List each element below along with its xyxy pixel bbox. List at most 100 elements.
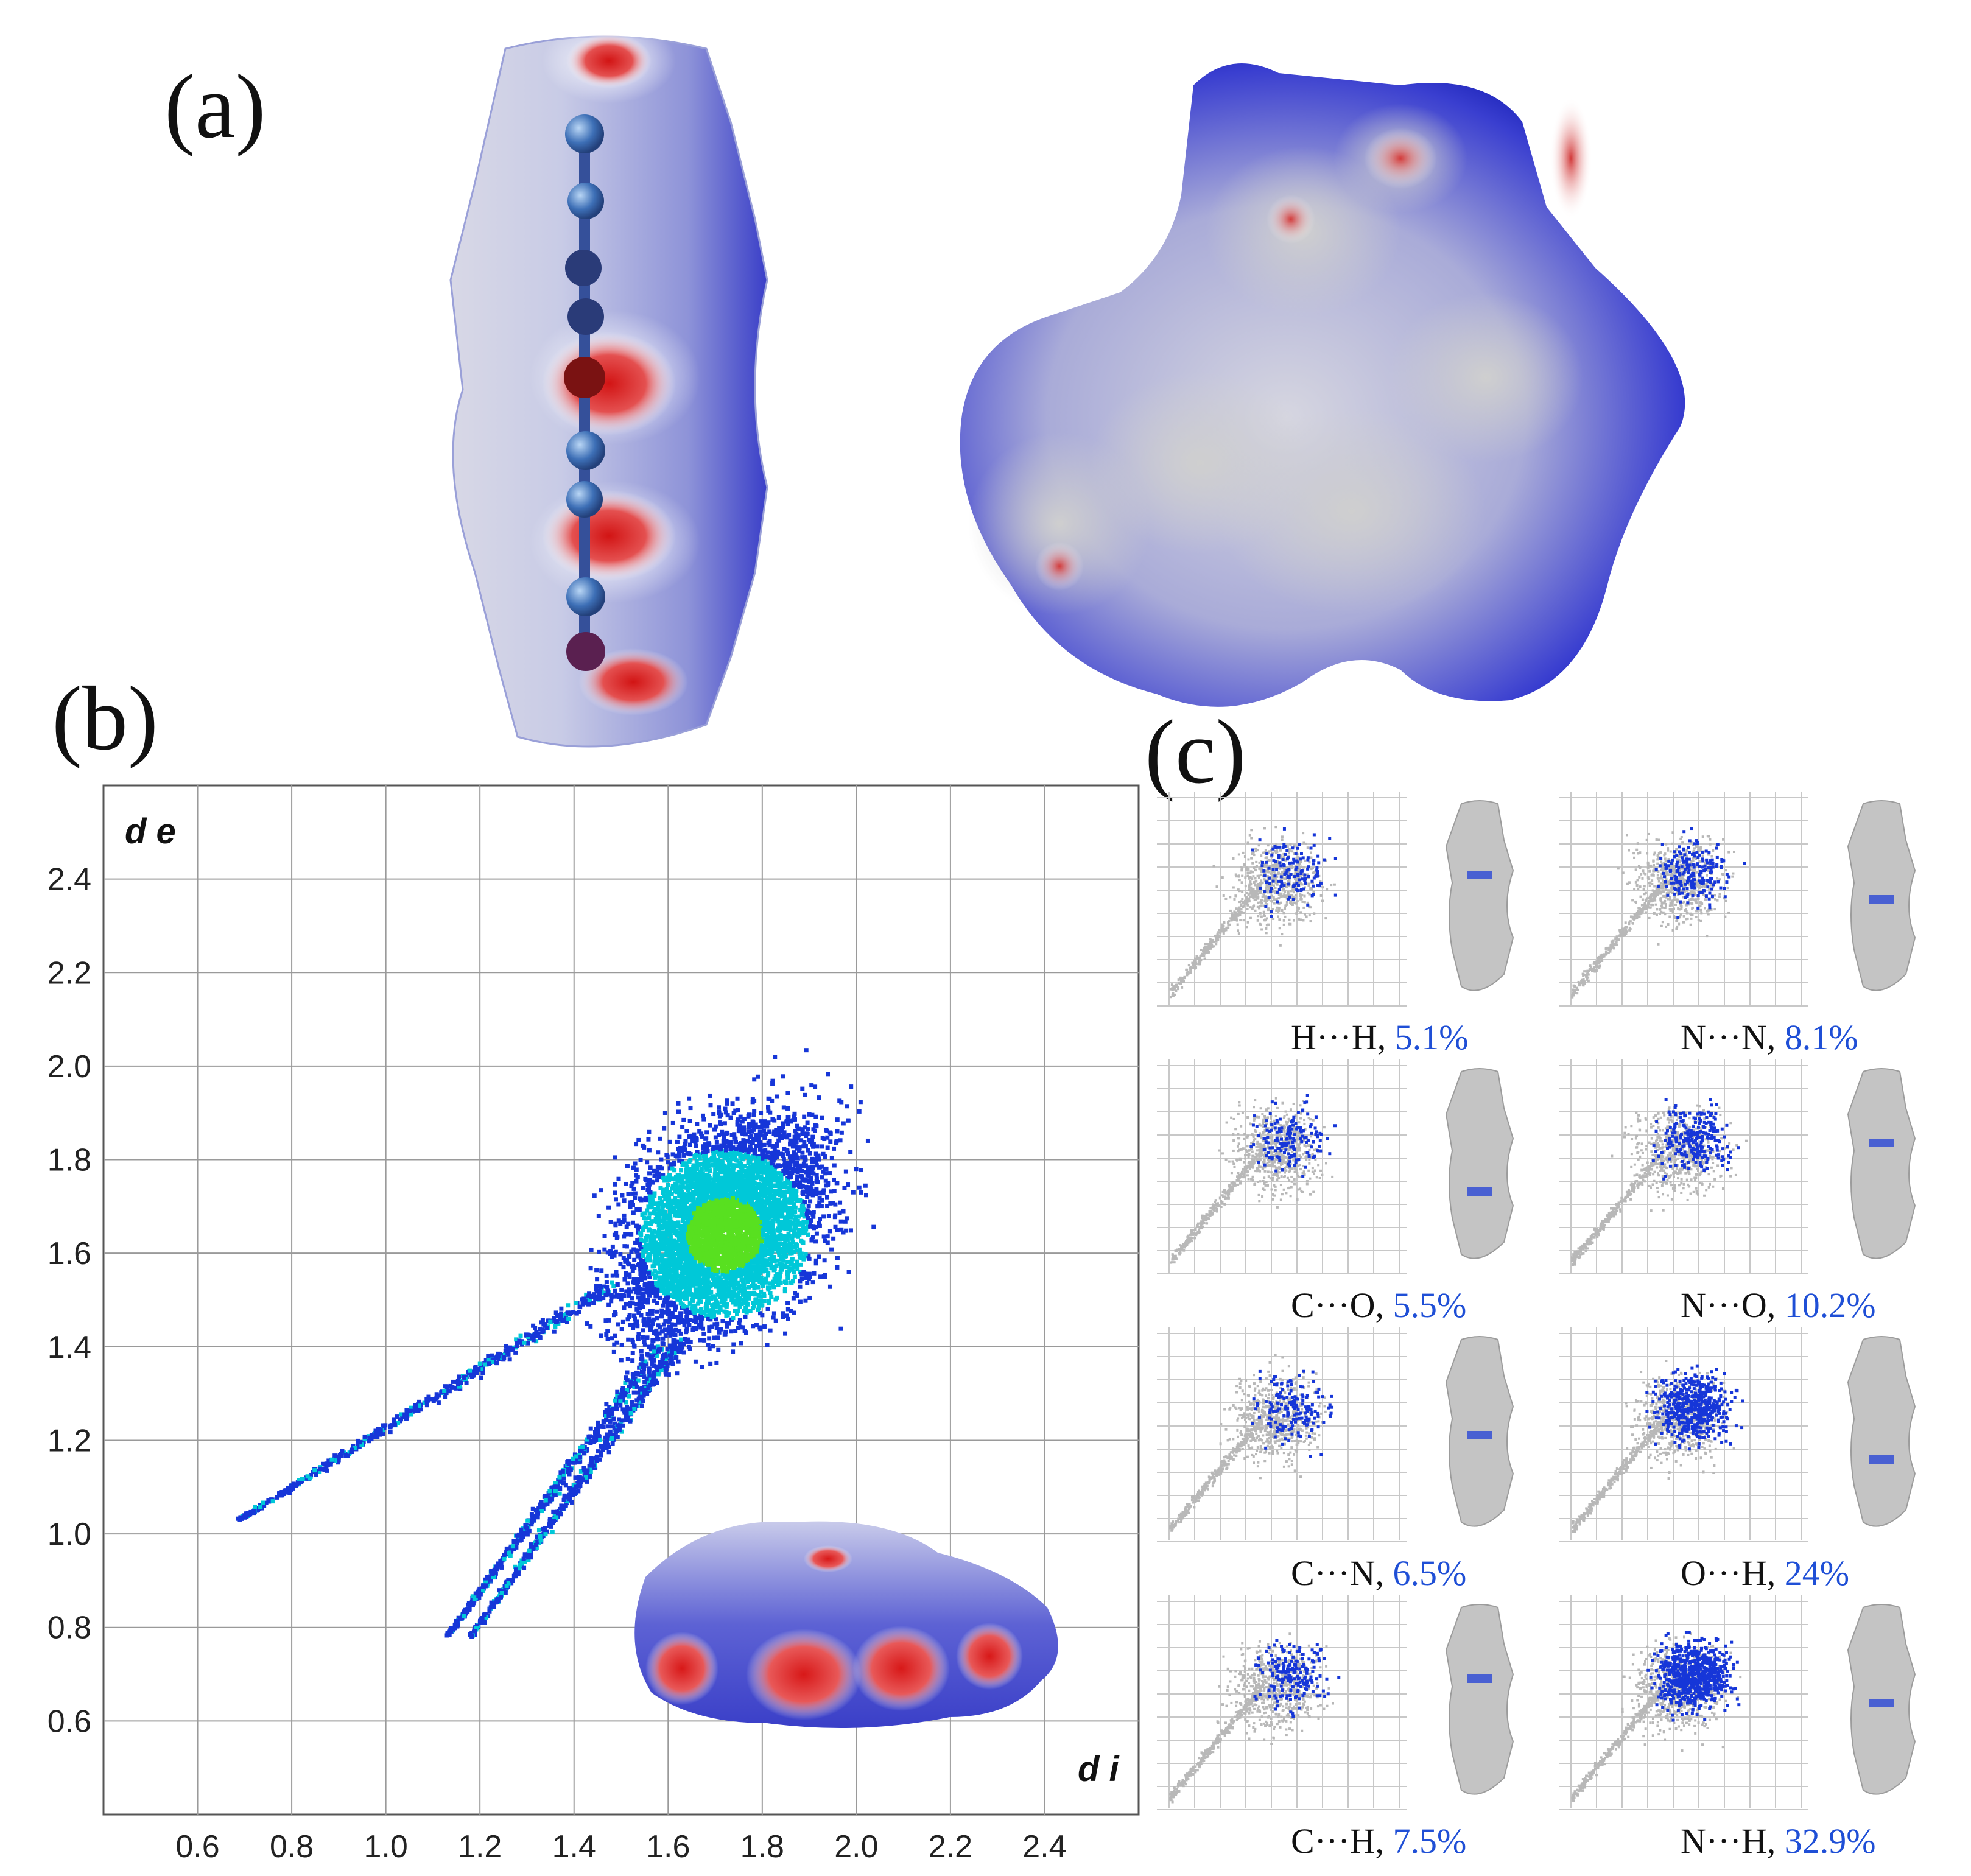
fingerprint-point: [485, 1575, 490, 1579]
fingerprint-point: [671, 1329, 676, 1333]
fingerprint-point: [648, 1205, 653, 1210]
fingerprint-point: [821, 1188, 826, 1193]
fingerprint-point: [633, 1195, 638, 1200]
fingerprint-point: [772, 1200, 777, 1204]
fingerprint-point: [725, 1113, 730, 1118]
y-tick-label: 2.4: [47, 862, 91, 898]
fingerprint-point: [349, 1449, 354, 1454]
fingerprint-point: [717, 1147, 722, 1152]
fingerprint-point: [757, 1257, 762, 1262]
fingerprint-point: [817, 1254, 821, 1259]
fingerprint-point: [793, 1218, 798, 1223]
fingerprint-point: [576, 1483, 581, 1488]
fingerprint-point: [703, 1262, 708, 1267]
fingerprint-point: [605, 1432, 610, 1437]
fingerprint-point: [383, 1423, 388, 1428]
fingerprint-point: [519, 1561, 524, 1566]
fingerprint-point: [535, 1534, 539, 1539]
fingerprint-point: [800, 1184, 805, 1189]
fingerprint-point: [636, 1263, 641, 1268]
fingerprint-point: [778, 1274, 782, 1279]
fingerprint-point: [592, 1193, 597, 1198]
fingerprint-point: [687, 1194, 692, 1199]
fingerprint-point: [615, 1234, 620, 1239]
fingerprint-point: [285, 1490, 290, 1495]
fingerprint-point: [506, 1352, 511, 1357]
fingerprint-point: [552, 1316, 557, 1321]
fingerprint-point: [559, 1503, 564, 1508]
fingerprint-point: [759, 1111, 764, 1115]
fingerprint-point: [630, 1181, 635, 1186]
fingerprint-point: [462, 1614, 466, 1618]
fingerprint-point: [754, 1323, 759, 1327]
fingerprint-point: [650, 1249, 655, 1254]
fingerprint-point: [823, 1178, 828, 1183]
fingerprint-point: [806, 1165, 810, 1170]
fingerprint-point: [560, 1469, 565, 1474]
fingerprint-point: [666, 1372, 671, 1377]
fingerprint-point: [264, 1500, 269, 1505]
fingerprint-point: [405, 1409, 410, 1414]
fingerprint-point: [598, 1438, 603, 1442]
fingerprint-point: [610, 1411, 615, 1416]
fingerprint-point: [571, 1460, 576, 1465]
fingerprint-point: [700, 1204, 704, 1209]
x-tick-label: 2.2: [929, 1829, 972, 1863]
fingerprint-point: [760, 1303, 765, 1308]
fingerprint-point: [786, 1231, 791, 1236]
fingerprint-point: [529, 1512, 534, 1517]
fingerprint-point: [573, 1491, 578, 1496]
fingerprint-point: [613, 1197, 618, 1202]
fingerprint-point: [756, 1133, 761, 1137]
fingerprint-point: [695, 1282, 700, 1287]
fingerprint-point: [718, 1277, 723, 1282]
fingerprint-point: [664, 1260, 669, 1265]
fingerprint-point: [275, 1495, 279, 1500]
fingerprint-point: [554, 1516, 559, 1520]
fingerprint-point: [762, 1119, 767, 1124]
fingerprint-point: [499, 1563, 504, 1568]
fingerprint-point: [745, 1177, 750, 1182]
fingerprint-point: [638, 1391, 643, 1396]
fingerprint-point: [605, 1250, 610, 1255]
fingerprint-point: [677, 1150, 682, 1154]
fingerprint-point: [647, 1344, 652, 1349]
fingerprint-point: [479, 1367, 483, 1372]
fingerprint-point: [638, 1372, 642, 1377]
fingerprint-point: [647, 1366, 652, 1371]
fingerprint-point: [615, 1435, 620, 1439]
fingerprint-point: [597, 1288, 602, 1293]
fingerprint-point: [634, 1179, 639, 1184]
fingerprint-point: [534, 1545, 539, 1550]
fingerprint-point: [294, 1482, 299, 1487]
fingerprint-point: [593, 1430, 598, 1435]
fingerprint-point: [343, 1453, 348, 1458]
fingerprint-point: [405, 1413, 410, 1418]
fingerprint-point: [633, 1316, 638, 1321]
fingerprint-point: [843, 1169, 848, 1174]
fingerprint-point: [773, 1055, 778, 1059]
fingerprint-point: [697, 1298, 702, 1302]
fingerprint-point: [742, 1287, 747, 1291]
fingerprint-point: [657, 1218, 662, 1223]
fingerprint-point: [791, 1296, 796, 1301]
fingerprint-point: [636, 1295, 641, 1300]
fingerprint-point: [514, 1337, 519, 1342]
fingerprint-point: [678, 1315, 683, 1319]
fingerprint-point: [798, 1284, 803, 1289]
fingerprint-point: [490, 1353, 494, 1358]
fingerprint-point: [835, 1228, 840, 1232]
fingerprint-point: [810, 1134, 815, 1139]
fingerprint-point: [782, 1289, 787, 1294]
fingerprint-point: [455, 1624, 460, 1629]
fingerprint-point: [641, 1399, 645, 1403]
fingerprint-point: [720, 1161, 725, 1165]
fingerprint-point: [811, 1214, 816, 1219]
fingerprint-point: [666, 1237, 671, 1242]
fingerprint-point: [522, 1565, 527, 1570]
fingerprint-point: [678, 1184, 683, 1189]
fingerprint-point: [647, 1129, 652, 1134]
fingerprint-point: [634, 1142, 639, 1147]
fingerprint-point: [622, 1305, 627, 1310]
fingerprint-point: [510, 1544, 515, 1549]
